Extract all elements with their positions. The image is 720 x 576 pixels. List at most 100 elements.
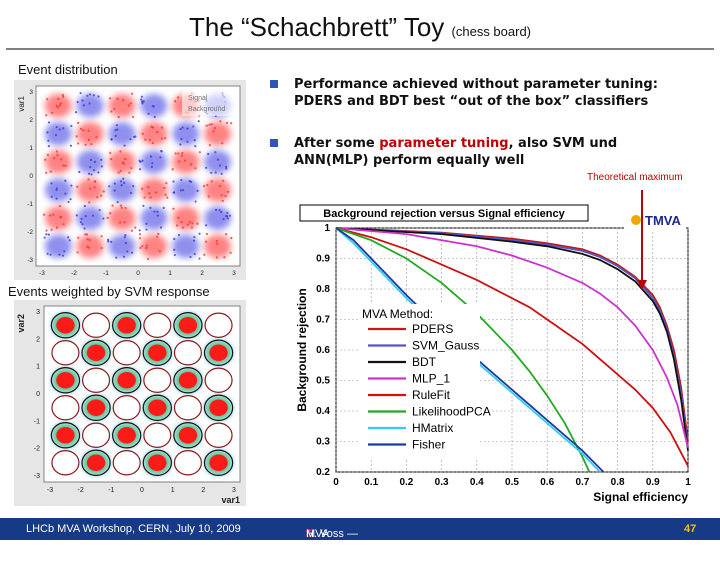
- scatter-point: [141, 100, 144, 103]
- scatter-point: [87, 129, 90, 132]
- scatter-point: [120, 206, 123, 209]
- scatter-point: [181, 151, 184, 155]
- scatter-point: [192, 125, 195, 128]
- scatter-point: [193, 252, 196, 256]
- scatter-point: [131, 92, 134, 95]
- scatter-x-tick-label: -2: [71, 270, 77, 277]
- scatter-point: [148, 192, 151, 195]
- scatter-point: [119, 204, 122, 207]
- svm-contour: [50, 421, 81, 449]
- scatter-point: [150, 165, 153, 169]
- scatter-point: [214, 151, 217, 154]
- scatter-point: [230, 237, 233, 240]
- scatter-point: [110, 138, 113, 141]
- scatter-point: [178, 160, 181, 163]
- svm-background-contour: [81, 422, 111, 448]
- svm-contour: [111, 366, 142, 394]
- scatter-point: [110, 110, 113, 113]
- scatter-point: [80, 221, 83, 224]
- slide-title-sub: (chess board): [451, 24, 532, 39]
- roc-title-box: [299, 204, 589, 222]
- roc-legend-entry: RuleFit: [412, 388, 451, 402]
- svm-contour: [203, 449, 234, 477]
- scatter-point: [215, 256, 218, 259]
- scatter-point: [147, 112, 150, 115]
- scatter-point: [56, 154, 59, 157]
- scatter-point: [93, 160, 96, 164]
- scatter-point: [119, 150, 122, 153]
- scatter-point: [119, 170, 122, 173]
- scatter-point: [109, 97, 112, 100]
- scatter-point: [142, 204, 145, 207]
- scatter-point: [130, 229, 133, 232]
- title-divider: [6, 48, 714, 50]
- background-cluster: [44, 234, 72, 259]
- scatter-point: [208, 123, 211, 126]
- roc-x-tick-label: 1: [685, 477, 691, 488]
- scatter-point: [77, 236, 80, 239]
- scatter-point: [174, 152, 177, 155]
- svm-x-tick-label: -1: [108, 487, 114, 494]
- svm-signal-core: [86, 454, 106, 471]
- scatter-point: [62, 127, 65, 130]
- scatter-point: [86, 245, 89, 248]
- scatter-point: [84, 233, 87, 236]
- scatter-point: [129, 137, 132, 141]
- scatter-point: [107, 240, 110, 243]
- svm-y-tick-label: -2: [34, 446, 40, 453]
- scatter-point: [181, 126, 184, 129]
- svm-signal-core: [209, 399, 228, 416]
- scatter-point: [180, 221, 183, 224]
- scatter-point: [55, 226, 59, 229]
- scatter-point: [116, 97, 119, 100]
- roc-x-tick-label: 0.4: [470, 477, 484, 488]
- svm-plot-area: [43, 305, 241, 483]
- scatter-point: [141, 159, 144, 162]
- scatter-point: [225, 121, 229, 124]
- svm-background-contour: [112, 395, 141, 421]
- scatter-point: [222, 179, 225, 182]
- slide-title: The “Schachbrett” Toy (chess board): [0, 12, 720, 43]
- svm-contour: [142, 449, 173, 477]
- svm-x-tick-label: 3: [232, 487, 236, 494]
- background-cluster: [44, 178, 72, 202]
- scatter-point: [88, 93, 92, 96]
- scatter-point: [76, 100, 79, 104]
- bullet-text-2: After some parameter tuning, also SVM un…: [294, 135, 617, 169]
- svm-signal-core: [56, 372, 75, 389]
- scatter-point: [50, 182, 53, 185]
- scatter-point: [202, 185, 206, 188]
- roc-legend-entry: BDT: [412, 355, 437, 369]
- scatter-point: [54, 133, 58, 137]
- scatter-point: [213, 126, 216, 130]
- scatter-point: [122, 98, 125, 102]
- scatter-point: [208, 143, 211, 147]
- scatter-point: [159, 156, 162, 159]
- scatter-point: [218, 209, 221, 212]
- signal-cluster: [44, 93, 72, 118]
- scatter-point: [215, 239, 218, 243]
- svm-x-tick-label: 1: [171, 487, 175, 494]
- roc-x-label: Signal efficiency: [593, 490, 688, 504]
- signal-cluster: [140, 234, 168, 259]
- bullet-2-highlight: parameter tuning: [379, 136, 509, 151]
- scatter-point: [81, 223, 84, 226]
- scatter-point: [141, 187, 144, 190]
- scatter-point: [55, 125, 58, 129]
- scatter-y-tick-label: 1: [29, 145, 33, 152]
- scatter-point: [140, 95, 144, 98]
- svm-background-contour: [143, 367, 172, 393]
- scatter-point: [173, 248, 176, 251]
- scatter-point: [206, 183, 209, 187]
- svm-y-ticks: 3 2 1 0 -1 -2 -3: [34, 309, 40, 480]
- scatter-point: [214, 171, 217, 174]
- svm-cells: [50, 312, 234, 477]
- scatter-point: [160, 126, 164, 129]
- svm-signal-core: [86, 399, 106, 416]
- svm-signal-core: [178, 427, 198, 444]
- scatter-point: [123, 236, 126, 239]
- roc-y-tick-label: 0.9: [316, 254, 330, 265]
- scatter-point: [226, 211, 229, 215]
- scatter-point: [70, 184, 73, 187]
- scatter-point: [122, 255, 126, 258]
